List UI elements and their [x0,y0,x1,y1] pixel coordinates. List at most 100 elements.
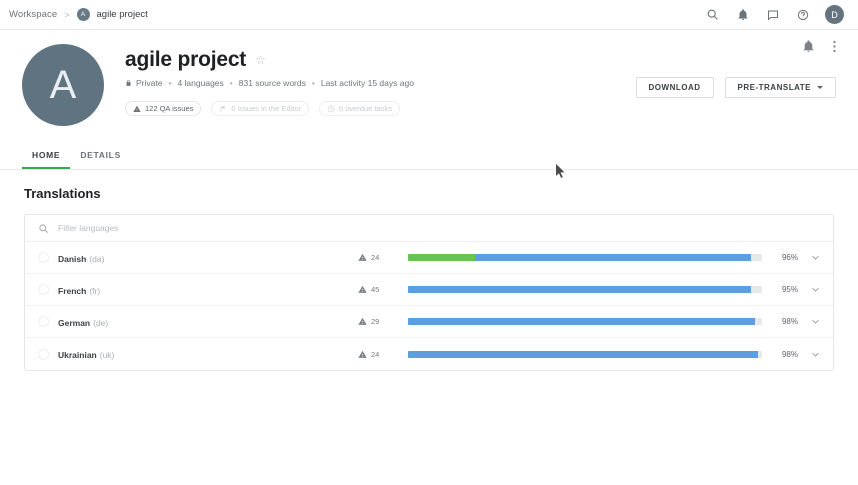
progress-segment-green [408,254,476,261]
overdue-tasks-chip[interactable]: 0 overdue tasks [319,101,400,116]
qa-count-label: 24 [371,253,380,262]
bell-icon[interactable] [735,7,750,22]
language-code: (fr) [89,285,101,296]
breadcrumb-project-avatar: A [76,8,90,21]
project-avatar: A [22,44,104,126]
progress-percent: 98% [781,317,798,326]
tab-bar: HOME DETAILS [0,142,858,170]
overdue-tasks-chip-label: 0 overdue tasks [339,104,392,113]
progress-segment-blue [408,318,755,325]
title-row: agile project ☆ [125,48,836,72]
favorite-star-icon[interactable]: ☆ [255,53,266,67]
page-title: agile project [125,48,247,71]
project-status-chips: 122 QA issues 0 issues in the Editor 0 o… [125,101,836,116]
breadcrumb-current[interactable]: agile project [96,9,148,20]
language-name: Danish [58,253,87,264]
translations-section: Translations Danish(da) 24 96% French(fr) 45… [0,170,858,371]
table-row[interactable]: Danish (da) 24 96% [25,242,833,274]
meta-last-activity: Last activity 15 days ago [320,78,414,88]
editor-issues-chip-label: 0 issues in the Editor [231,104,301,113]
chevron-down-icon[interactable] [798,350,820,359]
qa-issues-chip-label: 122 QA issues [145,104,194,113]
chevron-down-icon[interactable] [798,253,820,262]
language-flag-icon [38,348,49,360]
language-flag-icon [38,284,49,295]
search-icon[interactable] [705,7,720,22]
lock-icon [125,79,132,87]
qa-count-label: 45 [371,285,380,294]
avatar[interactable]: D [825,5,844,24]
warning-icon [358,285,367,294]
language-name: German [58,317,91,328]
qa-count-label: 29 [371,317,380,326]
language-name-wrap: German (de) [58,313,358,331]
progress-segment-blue [408,350,759,358]
qa-issue-count[interactable]: 45 [358,285,402,294]
bell-icon[interactable] [802,40,815,53]
section-title: Translations [24,186,101,201]
qa-issue-count[interactable]: 24 [358,350,402,359]
progress-segment-blue [408,286,752,293]
search-input[interactable] [58,223,820,233]
more-vertical-icon[interactable] [833,40,836,53]
warning-icon [358,253,367,262]
tab-home[interactable]: HOME [22,142,71,169]
progress-bar [408,254,762,261]
search-icon [38,223,49,234]
progress-segment-blue [475,254,752,261]
chevron-down-icon[interactable] [798,317,820,326]
qa-issue-count[interactable]: 29 [358,317,402,326]
qa-count-label: 24 [371,349,380,359]
breadcrumb: Workspace > A agile project [9,8,705,21]
table-row[interactable]: German (de) 29 98% [25,306,833,338]
project-header: A agile project ☆ Private • 4 languages … [0,30,858,126]
language-name-wrap: French (fr) [58,281,358,299]
clock-icon [327,105,335,113]
top-bar-icons: D [705,5,844,24]
warning-icon [358,317,367,326]
qa-issue-count[interactable]: 24 [358,253,402,262]
progress-percent: 98% [781,349,798,359]
download-button-label: DOWNLOAD [648,83,701,92]
help-icon[interactable] [795,7,810,22]
language-name: French [58,285,87,296]
chevron-down-icon[interactable] [798,285,820,294]
language-code: (de) [93,317,109,328]
warning-icon [358,350,367,359]
tab-details[interactable]: DETAILS [80,150,121,160]
pre-translate-button[interactable]: PRE-TRANSLATE [724,77,836,98]
meta-dot-2: • [229,78,233,88]
meta-dot-1: • [168,78,172,88]
table-row[interactable]: French (fr) 45 95% [25,274,833,306]
progress-bar [408,286,762,293]
progress-bar [408,318,762,325]
language-name-wrap: Ukrainian (uk) [58,345,358,363]
translations-card: Danish(da) 24 96% French(fr) 45 95% German(de)… [24,214,834,371]
progress-bar [408,350,762,358]
flag-icon [219,105,227,113]
editor-issues-chip[interactable]: 0 issues in the Editor [211,101,309,116]
breadcrumb-separator-icon: > [64,9,70,20]
qa-issues-chip[interactable]: 122 QA issues [125,101,202,116]
header-actions: DOWNLOAD PRE-TRANSLATE [635,30,836,98]
table-row[interactable]: Ukrainian (uk) 24 98% [25,338,833,370]
meta-visibility: Private [136,78,163,88]
filter-row [25,215,833,242]
language-code: (uk) [99,350,115,360]
chat-icon[interactable] [765,7,780,22]
progress-percent: 95% [781,285,798,294]
progress-percent: 96% [781,253,798,262]
meta-source-words: 831 source words [238,78,306,88]
language-code: (da) [89,253,105,264]
download-button[interactable]: DOWNLOAD [635,77,714,98]
breadcrumb-workspace[interactable]: Workspace [9,9,58,20]
pre-translate-button-label: PRE-TRANSLATE [737,83,811,92]
language-list: Danish (da) 24 96% French (fr) 45 95% German (de)… [25,242,833,370]
chevron-down-icon [817,86,823,89]
meta-dot-3: • [311,78,315,88]
top-bar: Workspace > A agile project D [0,0,858,30]
language-flag-icon [38,252,49,263]
project-meta: Private • 4 languages • 831 source words… [125,78,836,88]
meta-languages: 4 languages [177,78,224,88]
language-name: Ukrainian [58,350,97,360]
